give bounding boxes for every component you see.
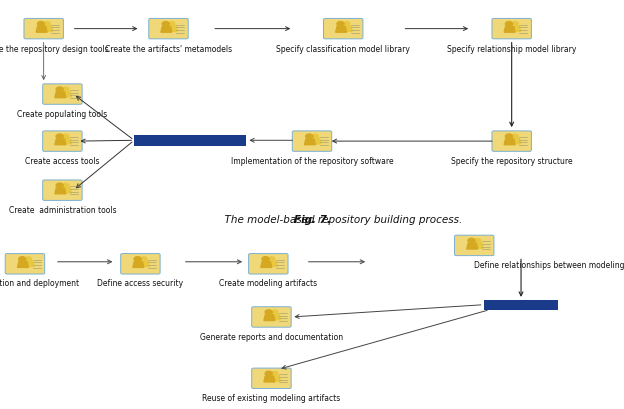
Text: Create modeling artifacts: Create modeling artifacts	[219, 279, 318, 288]
Text: Create access tools: Create access tools	[25, 157, 100, 166]
Polygon shape	[504, 27, 515, 32]
Circle shape	[169, 22, 175, 26]
Text: Define relationships between modeling artifacts: Define relationships between modeling ar…	[474, 261, 624, 270]
FancyBboxPatch shape	[24, 18, 64, 39]
Polygon shape	[62, 91, 71, 97]
Text: Define access security: Define access security	[97, 279, 183, 288]
Polygon shape	[343, 26, 352, 31]
Circle shape	[306, 134, 313, 139]
Circle shape	[262, 257, 269, 261]
Polygon shape	[36, 27, 47, 32]
FancyBboxPatch shape	[42, 131, 82, 151]
Circle shape	[337, 22, 344, 26]
Circle shape	[56, 183, 63, 188]
Polygon shape	[55, 92, 66, 98]
Circle shape	[56, 134, 63, 139]
Polygon shape	[55, 139, 66, 145]
Polygon shape	[261, 262, 272, 267]
Polygon shape	[43, 26, 52, 31]
Text: Generate reports and documentation: Generate reports and documentation	[200, 333, 343, 342]
Text: Specify relationship model library: Specify relationship model library	[447, 45, 577, 54]
FancyBboxPatch shape	[292, 131, 332, 151]
Polygon shape	[474, 243, 483, 248]
Bar	[134, 135, 246, 146]
Circle shape	[505, 22, 512, 26]
FancyBboxPatch shape	[42, 180, 82, 200]
FancyBboxPatch shape	[492, 131, 532, 151]
Polygon shape	[311, 138, 321, 144]
Circle shape	[26, 257, 31, 261]
Text: Specify the repository structure: Specify the repository structure	[451, 157, 572, 166]
Circle shape	[63, 87, 69, 91]
Polygon shape	[55, 188, 66, 194]
Polygon shape	[467, 243, 478, 249]
FancyBboxPatch shape	[120, 254, 160, 274]
Polygon shape	[268, 261, 277, 267]
Polygon shape	[168, 26, 177, 31]
Polygon shape	[511, 26, 520, 31]
Circle shape	[44, 22, 50, 26]
Circle shape	[313, 134, 318, 138]
Circle shape	[505, 134, 512, 139]
FancyBboxPatch shape	[323, 18, 363, 39]
Polygon shape	[140, 261, 149, 267]
Polygon shape	[511, 138, 520, 144]
Circle shape	[475, 238, 480, 243]
FancyBboxPatch shape	[42, 84, 82, 104]
Polygon shape	[305, 139, 315, 145]
Polygon shape	[161, 27, 172, 32]
Circle shape	[134, 257, 141, 261]
Circle shape	[512, 134, 518, 138]
Circle shape	[63, 134, 69, 138]
Circle shape	[272, 371, 278, 375]
Polygon shape	[62, 138, 71, 144]
Text: Create the repository design tools: Create the repository design tools	[0, 45, 109, 54]
Circle shape	[141, 257, 147, 261]
FancyBboxPatch shape	[248, 254, 288, 274]
Circle shape	[63, 183, 69, 187]
Text: The model-based repository building process.: The model-based repository building proc…	[218, 215, 462, 225]
FancyBboxPatch shape	[5, 254, 45, 274]
Polygon shape	[17, 262, 29, 267]
Text: Reuse of existing modeling artifacts: Reuse of existing modeling artifacts	[202, 394, 341, 403]
Circle shape	[56, 87, 63, 92]
Circle shape	[265, 371, 272, 376]
Circle shape	[19, 257, 26, 261]
Circle shape	[269, 257, 275, 261]
Polygon shape	[264, 315, 275, 321]
Circle shape	[344, 22, 349, 26]
FancyBboxPatch shape	[492, 18, 532, 39]
Text: Implementation of the repository software: Implementation of the repository softwar…	[231, 157, 393, 166]
Polygon shape	[24, 261, 34, 267]
Text: Installation and deployment: Installation and deployment	[0, 279, 79, 288]
Text: Create the artifacts' metamodels: Create the artifacts' metamodels	[105, 45, 232, 54]
Polygon shape	[504, 139, 515, 145]
Polygon shape	[133, 262, 144, 267]
Polygon shape	[264, 376, 275, 382]
Polygon shape	[271, 375, 280, 381]
Bar	[484, 300, 558, 310]
FancyBboxPatch shape	[251, 307, 291, 327]
Circle shape	[37, 22, 44, 26]
Polygon shape	[62, 187, 71, 193]
Circle shape	[468, 238, 475, 243]
Circle shape	[162, 22, 169, 26]
Text: Fig. 7.: Fig. 7.	[293, 215, 331, 225]
Polygon shape	[336, 27, 347, 32]
Polygon shape	[271, 314, 280, 320]
Circle shape	[272, 310, 278, 314]
Circle shape	[265, 310, 272, 315]
Circle shape	[512, 22, 518, 26]
Text: Specify classification model library: Specify classification model library	[276, 45, 410, 54]
FancyBboxPatch shape	[149, 18, 188, 39]
Text: Create populating tools: Create populating tools	[17, 110, 107, 119]
FancyBboxPatch shape	[454, 235, 494, 256]
FancyBboxPatch shape	[251, 368, 291, 389]
Text: Create  administration tools: Create administration tools	[9, 206, 116, 215]
